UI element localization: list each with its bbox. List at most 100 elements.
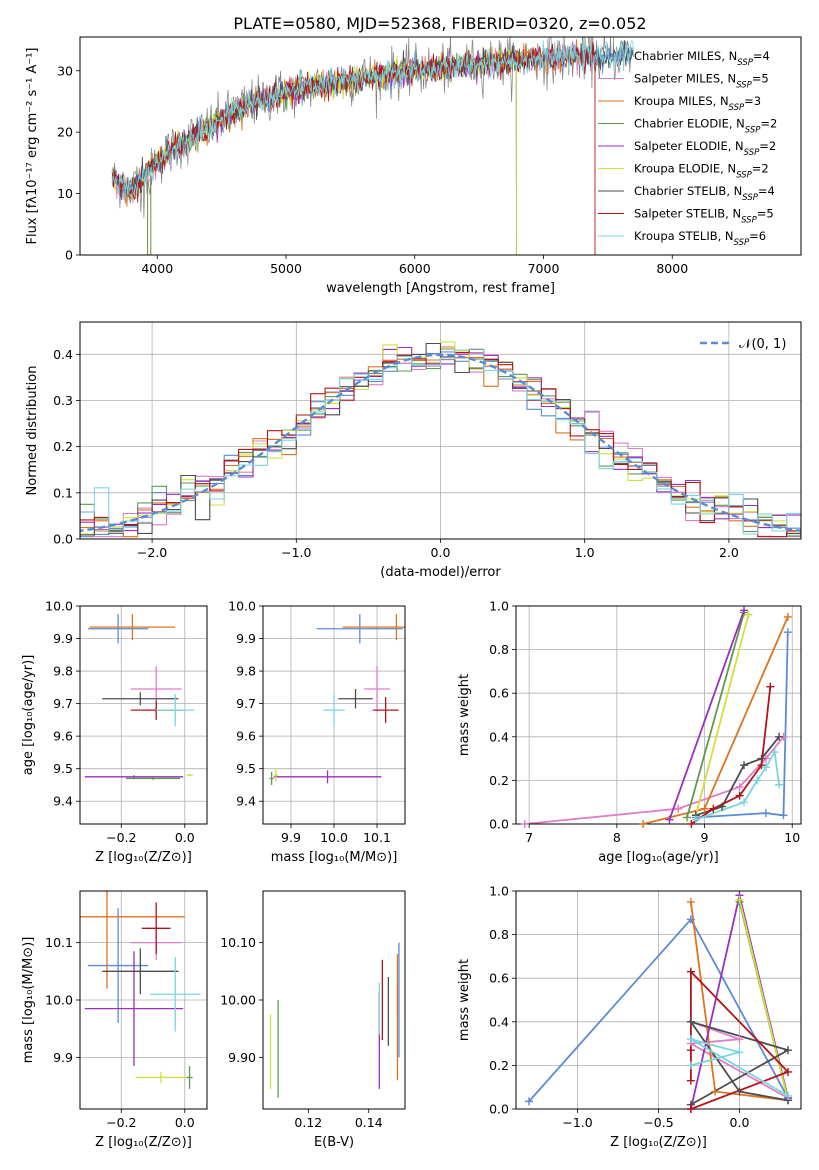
weight-age-panel: 7 8 9 10 0.0 0.2 0.4 0.6 0.8 1.0 age [log₁₀(age/yr… (457, 599, 802, 865)
plus-marker (775, 732, 784, 741)
y-tick-label: 0.4 (53, 347, 73, 362)
y-tick-label: 9.90 (228, 1050, 256, 1065)
legend-label: Chabrier STELIB, NSSP=4 (634, 184, 775, 203)
x-tick-label: 10.0 (320, 830, 348, 845)
figure-title: PLATE=0580, MJD=52368, FIBERID=0320, z=0… (233, 14, 646, 33)
y-tick-label: 0.6 (489, 686, 509, 701)
x-axis-label: Z [log₁₀(Z/Z⊙)] (610, 1135, 707, 1150)
y-tick-label: 30 (57, 63, 73, 78)
plus-marker (686, 1076, 695, 1085)
y-tick-label: 0.2 (489, 1058, 509, 1073)
mass-Z-plot-area (80, 891, 201, 1089)
y-tick-label: 9.7 (236, 696, 256, 711)
y-tick-label: 0 (65, 248, 73, 263)
x-tick-label: 0.0 (175, 830, 195, 845)
plus-marker (520, 820, 529, 828)
mass-EBV-panel: 0.12 0.14 9.90 10.00 10.10 E(B-V) (220, 890, 406, 1150)
series-line (694, 614, 750, 816)
series-line (695, 749, 780, 821)
y-axis-label: Flux [fλ10⁻¹⁷ erg cm⁻² s⁻¹ A⁻¹] (25, 48, 40, 245)
y-axis-label: mass weight (457, 959, 472, 1041)
plus-marker (784, 1046, 793, 1055)
residuals-panel: −2.0 −1.0 0.0 1.0 2.0 0.0 0.1 0.2 0.3 0.4 (data-mo… (25, 321, 802, 580)
x-tick-label: 8000 (656, 261, 688, 276)
y-tick-label: 10.00 (220, 993, 256, 1008)
plus-marker (761, 763, 770, 772)
x-tick-label: 0.0 (730, 1115, 750, 1130)
mass-Z-panel: −0.2 0.0 9.9 10.0 10.1 Z [log₁₀(Z/Z⊙)] mass [l… (21, 890, 208, 1150)
x-axis-label: wavelength [Angstrom, rest frame] (326, 281, 555, 296)
x-tick-label: 0.14 (355, 1115, 383, 1130)
plus-marker (524, 1097, 533, 1106)
y-tick-label: 1.0 (489, 884, 509, 899)
plus-marker (700, 804, 709, 813)
y-axis-label: mass [log₁₀(M/M⊙)] (21, 937, 36, 1064)
series-line (687, 1020, 789, 1099)
y-tick-label: 10.0 (228, 599, 256, 614)
y-axis-label: Normed distribution (25, 366, 40, 496)
x-tick-label: 7000 (528, 261, 560, 276)
plus-marker (740, 606, 748, 615)
plus-marker (709, 804, 718, 813)
plus-marker (686, 897, 695, 906)
series-line (695, 736, 780, 817)
x-tick-label: 7 (525, 830, 533, 845)
y-tick-label: 0.8 (489, 642, 509, 657)
plus-marker (784, 1091, 793, 1100)
plus-marker (775, 780, 784, 789)
x-tick-label: −0.2 (106, 1115, 136, 1130)
x-axis-label: age [log₁₀(age/yr)] (598, 850, 719, 865)
mass-EBV-plot-area (269, 942, 400, 1098)
x-tick-label: 4000 (141, 261, 173, 276)
plus-marker (740, 761, 748, 770)
x-tick-label: 0.0 (431, 545, 451, 560)
model-spectrum-line (111, 46, 517, 255)
x-tick-label: 0.0 (175, 1115, 195, 1130)
age-Z-panel: −0.2 0.0 9.4 9.5 9.6 9.7 9.8 9.9 10.0 Z [log₁₀(Z/… (21, 599, 208, 865)
y-tick-label: 20 (57, 125, 73, 140)
weight-age-plot-area (524, 610, 789, 824)
y-tick-label: 9.9 (236, 631, 256, 646)
spectrum-panel: 4000 5000 6000 7000 8000 0 10 20 30 wavelength [A… (25, 36, 802, 296)
normal-curve (80, 353, 801, 533)
x-tick-label: −0.5 (643, 1115, 673, 1130)
y-tick-label: 9.9 (53, 631, 73, 646)
plus-marker (686, 1046, 695, 1055)
plus-marker (711, 1087, 720, 1096)
x-tick-label: 0.12 (294, 1115, 322, 1130)
plus-marker (735, 782, 744, 791)
age-mass-plot-area (269, 614, 405, 785)
x-axis-label: (data-model)/error (380, 565, 501, 580)
y-tick-label: 9.6 (236, 729, 256, 744)
plus-marker (686, 1035, 695, 1044)
y-tick-label: 1.0 (489, 599, 509, 614)
x-tick-label: −1.0 (562, 1115, 592, 1130)
x-axis-label: Z [log₁₀(Z/Z⊙)] (95, 1135, 192, 1150)
plus-marker (735, 1035, 744, 1044)
x-tick-label: 2.0 (719, 545, 739, 560)
x-tick-label: 1.0 (575, 545, 595, 560)
plus-marker (740, 798, 748, 807)
weight-Z-plot-area (528, 895, 791, 1109)
legend-label: Chabrier ELODIE, NSSP=2 (634, 117, 777, 136)
plus-marker (779, 811, 788, 820)
y-tick-label: 10.10 (220, 935, 256, 950)
x-tick-label: 8 (613, 830, 621, 845)
x-tick-label: 6000 (399, 261, 431, 276)
plus-marker (639, 820, 648, 828)
legend-label: Salpeter ELODIE, NSSP=2 (634, 139, 776, 158)
axes-frame (262, 890, 406, 1110)
x-tick-label: −2.0 (137, 545, 167, 560)
y-tick-label: 9.8 (236, 664, 256, 679)
axes-frame (262, 605, 406, 825)
y-tick-label: 10.0 (45, 599, 73, 614)
y-tick-label: 0.2 (489, 773, 509, 788)
y-tick-label: 0.3 (53, 393, 73, 408)
legend-label: Chabrier MILES, NSSP=4 (634, 49, 770, 68)
x-tick-label: −1.0 (281, 545, 311, 560)
x-tick-label: 5000 (270, 261, 302, 276)
plus-marker (718, 802, 727, 811)
x-axis-label: E(B-V) (314, 1135, 354, 1150)
plus-marker (766, 682, 775, 691)
plus-marker (686, 967, 695, 976)
